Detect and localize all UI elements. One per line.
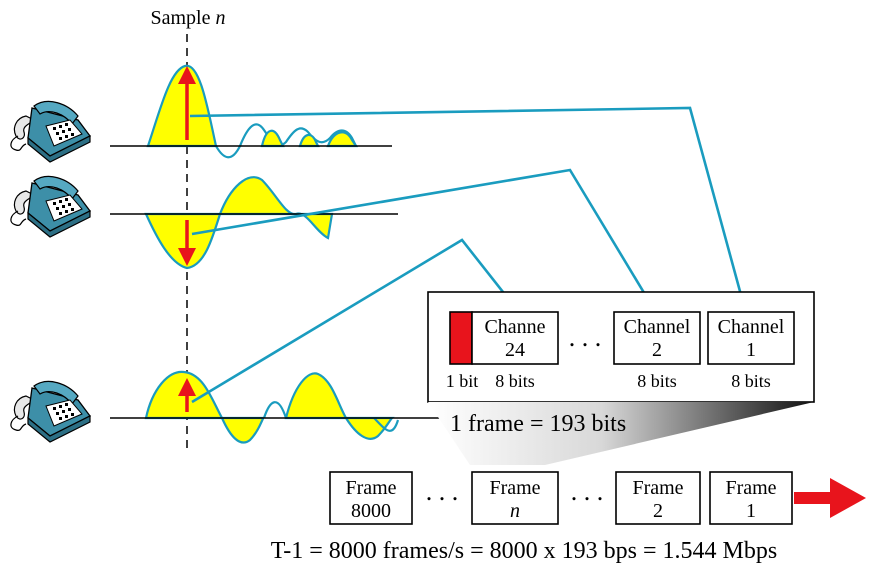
arrow-right-icon bbox=[794, 478, 866, 518]
channel-ellipsis: . . . bbox=[569, 323, 602, 352]
frame-1: Frame 1 bbox=[709, 471, 793, 525]
telephone-icon bbox=[10, 380, 91, 443]
svg-text:Channe: Channe bbox=[484, 316, 545, 338]
telephone-icon bbox=[10, 100, 91, 163]
svg-text:Channel: Channel bbox=[624, 316, 691, 338]
sample-label: Sample n bbox=[151, 7, 226, 29]
svg-text:2: 2 bbox=[652, 339, 662, 361]
frame-size-label: 1 frame = 193 bits bbox=[450, 411, 626, 437]
svg-text:8 bits: 8 bits bbox=[495, 371, 535, 391]
frame-8000: Frame 8000 bbox=[329, 471, 413, 525]
svg-text:24: 24 bbox=[505, 339, 525, 361]
channel-wires bbox=[189, 106, 748, 404]
framing-bit bbox=[449, 311, 473, 365]
svg-text:8 bits: 8 bits bbox=[637, 371, 677, 391]
svg-text:1: 1 bbox=[746, 500, 756, 522]
channel-slot-24: Channe 24 8 bits bbox=[471, 311, 559, 391]
frame-n: Frame n bbox=[471, 471, 559, 525]
telephone-icon bbox=[10, 175, 91, 238]
svg-text:Frame: Frame bbox=[632, 477, 683, 499]
svg-text:Frame: Frame bbox=[345, 477, 396, 499]
svg-text:8 bits: 8 bits bbox=[731, 371, 771, 391]
svg-text:8000: 8000 bbox=[351, 500, 391, 522]
channel-slot-2: Channel 2 8 bits bbox=[613, 311, 701, 391]
svg-text:2: 2 bbox=[653, 500, 663, 522]
svg-text:Channel: Channel bbox=[718, 316, 785, 338]
svg-text:Frame: Frame bbox=[725, 477, 776, 499]
frame-ellipsis-right: . . . bbox=[571, 477, 604, 506]
frame-2: Frame 2 bbox=[615, 471, 701, 525]
channel-slot-1: Channel 1 8 bits bbox=[707, 311, 795, 391]
svg-text:n: n bbox=[510, 500, 520, 522]
frame-expansion-wedge bbox=[428, 402, 814, 465]
svg-text:Frame: Frame bbox=[489, 477, 540, 499]
svg-text:1: 1 bbox=[746, 339, 756, 361]
t1-rate-formula: T-1 = 8000 frames/s = 8000 x 193 bps = 1… bbox=[271, 538, 777, 564]
frame-ellipsis-left: . . . bbox=[426, 477, 459, 506]
framing-bit-label: 1 bit bbox=[446, 371, 479, 391]
signal-waveform-1 bbox=[110, 64, 392, 159]
signal-waveform-3 bbox=[110, 370, 446, 444]
